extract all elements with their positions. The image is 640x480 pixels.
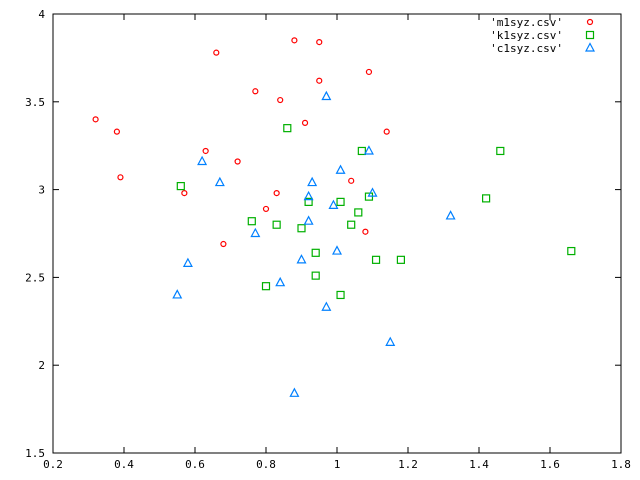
x-tick-label: 0.2 <box>43 458 63 471</box>
legend-label: 'k1syz.csv' <box>490 29 563 42</box>
data-point <box>316 77 323 84</box>
data-point <box>277 96 284 104</box>
data-point <box>303 215 314 225</box>
y-tick-label: 4 <box>38 8 45 21</box>
data-point <box>311 248 320 257</box>
data-point <box>307 176 318 187</box>
x-tick-label: 1 <box>334 458 341 471</box>
data-point <box>176 181 185 191</box>
data-point <box>250 227 261 238</box>
data-point <box>396 255 405 264</box>
y-tick-label: 2.5 <box>25 271 45 284</box>
x-tick-label: 1.2 <box>398 458 418 471</box>
data-point <box>247 217 256 226</box>
data-point <box>234 158 241 165</box>
data-point <box>92 116 99 123</box>
data-point <box>283 124 292 133</box>
x-tick-label: 0.4 <box>114 458 134 471</box>
data-point <box>289 387 300 397</box>
data-point <box>357 146 366 156</box>
data-point <box>252 88 259 95</box>
data-point <box>445 210 456 220</box>
legend: 'm1syz.csv''k1syz.csv''c1syz.csv' <box>490 16 595 55</box>
data-point <box>220 240 227 248</box>
legend-marker <box>585 42 595 52</box>
data-point <box>567 246 576 256</box>
data-point <box>496 146 505 156</box>
data-point <box>354 208 363 217</box>
data-point <box>172 289 183 299</box>
data-point <box>332 245 342 255</box>
data-point <box>182 257 193 267</box>
legend-marker <box>586 18 594 26</box>
data-point <box>117 174 124 181</box>
x-tick-label: 1.8 <box>611 458 631 471</box>
data-point <box>347 220 356 229</box>
axis-ticks <box>52 13 622 454</box>
data-point <box>113 128 121 135</box>
y-tick-label: 2 <box>38 359 45 372</box>
legend-label: 'm1syz.csv' <box>490 16 563 29</box>
y-tick-label: 3.5 <box>25 96 45 109</box>
data-points <box>92 37 576 397</box>
data-point <box>181 190 188 197</box>
data-point <box>385 336 396 346</box>
data-point <box>316 38 323 46</box>
legend-marker <box>585 30 595 40</box>
data-point <box>304 197 313 206</box>
data-point <box>213 49 220 56</box>
x-tick-label: 1.6 <box>540 458 560 471</box>
data-point <box>296 254 307 264</box>
x-tick-label: 0.8 <box>256 458 276 471</box>
data-point <box>311 271 320 280</box>
data-point <box>363 145 374 155</box>
data-point <box>273 190 280 197</box>
data-point <box>371 255 381 264</box>
plot-frame <box>52 13 622 454</box>
y-tick-label: 3 <box>38 184 45 197</box>
data-point <box>336 197 345 206</box>
data-point <box>383 128 390 135</box>
data-point <box>321 90 332 101</box>
data-point <box>336 290 345 300</box>
data-point <box>482 194 491 203</box>
data-point <box>262 205 270 213</box>
data-point <box>197 155 208 166</box>
data-point <box>367 187 378 197</box>
series-triangle <box>172 90 456 397</box>
data-point <box>297 224 306 233</box>
data-point <box>275 276 286 287</box>
x-tick-label: 0.6 <box>185 458 205 471</box>
data-point <box>202 147 209 155</box>
data-point <box>335 164 346 174</box>
series-square <box>176 124 576 300</box>
data-point <box>362 228 369 235</box>
data-point <box>321 301 332 311</box>
data-point <box>303 190 314 201</box>
data-point <box>272 220 281 229</box>
data-point <box>365 68 373 76</box>
data-point <box>328 199 339 210</box>
y-tick-label: 1.5 <box>25 447 45 460</box>
x-tick-label: 1.4 <box>469 458 489 471</box>
data-point <box>291 37 298 44</box>
series-circle <box>92 37 390 248</box>
data-point <box>214 176 225 187</box>
legend-label: 'c1syz.csv' <box>490 42 563 55</box>
axis-tick-labels: 0.2 0.4 0.6 0.8 1 1.2 1.4 1.6 1.8 1.5 2 2.5 3 3.5 4 <box>25 8 631 471</box>
data-point <box>261 282 271 291</box>
data-point <box>301 119 309 126</box>
data-point <box>348 177 355 184</box>
